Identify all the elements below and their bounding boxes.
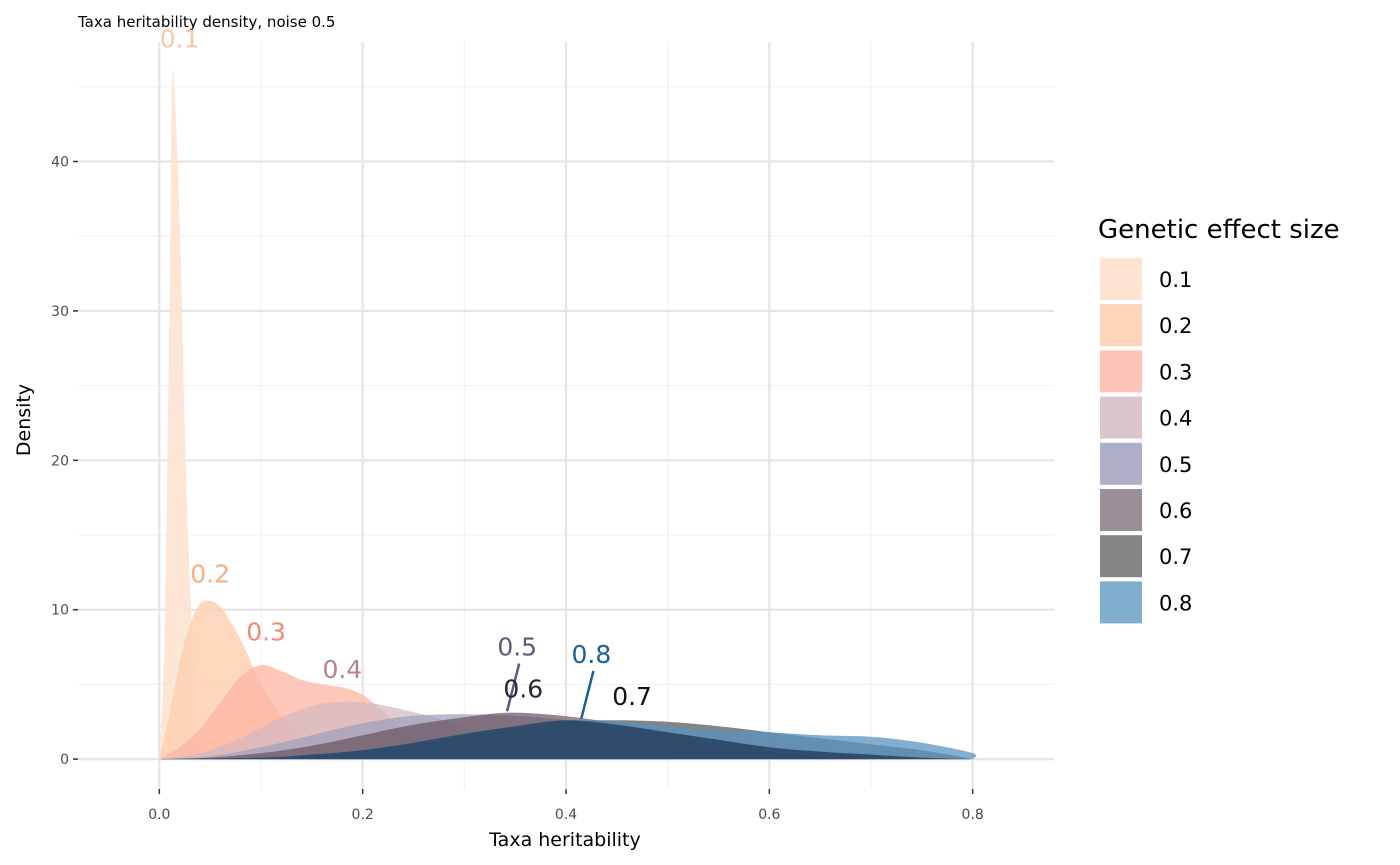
- y-tick-label: 20: [51, 453, 69, 469]
- series-label-0.5: 0.5: [497, 633, 537, 662]
- legend-swatch-0.8: [1100, 581, 1142, 624]
- legend-swatch-0.3: [1100, 350, 1142, 393]
- y-tick-label: 40: [51, 155, 69, 171]
- series-label-0.8: 0.8: [572, 640, 612, 669]
- legend-label-0.4: 0.4: [1159, 407, 1192, 431]
- legend-label-0.1: 0.1: [1159, 268, 1192, 292]
- series-label-0.6: 0.6: [503, 674, 543, 703]
- y-axis-ticks: 0 10 20 30 40: [51, 155, 78, 768]
- chart-title: Taxa heritability density, noise 0.5: [77, 13, 335, 31]
- label-leader-0.8: [580, 670, 595, 720]
- legend-label-0.3: 0.3: [1159, 360, 1192, 384]
- legend-swatch-0.5: [1100, 442, 1142, 485]
- series-label-0.4: 0.4: [322, 655, 362, 684]
- series-labels: 0.1 0.2 0.3 0.4 0.5 0.6 0.70.8: [160, 24, 652, 720]
- legend-swatch-0.2: [1100, 304, 1142, 347]
- x-axis-ticks: 0.0 0.2 0.4 0.6 0.8: [148, 789, 984, 823]
- legend-label-0.7: 0.7: [1159, 545, 1192, 569]
- x-tick-label: 0.2: [352, 807, 374, 823]
- y-tick-label: 0: [60, 752, 69, 768]
- legend: Genetic effect size 0.1 0.2 0.3 0.4 0.5 0.6 0.…: [1098, 215, 1340, 624]
- y-tick-label: 30: [51, 304, 69, 320]
- series-label-0.2: 0.2: [190, 559, 230, 588]
- series-label-0.3: 0.3: [246, 618, 286, 647]
- density-area-0.1: [159, 70, 221, 760]
- legend-label-0.2: 0.2: [1159, 314, 1192, 338]
- density-overlap-area: [159, 720, 977, 760]
- legend-title: Genetic effect size: [1098, 215, 1340, 245]
- series-label-0.1: 0.1: [160, 24, 200, 53]
- x-tick-label: 0.8: [962, 807, 984, 823]
- legend-swatch-0.6: [1100, 489, 1142, 531]
- density-areas: [159, 70, 977, 760]
- x-tick-label: 0.6: [758, 807, 780, 823]
- label-leader-0.5: [505, 663, 521, 712]
- legend-label-0.5: 0.5: [1159, 453, 1192, 477]
- legend-swatch-0.4: [1100, 396, 1142, 439]
- legend-swatch-0.7: [1100, 535, 1142, 578]
- legend-label-0.8: 0.8: [1159, 591, 1192, 615]
- y-axis-label: Density: [13, 384, 35, 456]
- x-tick-label: 0.0: [148, 807, 170, 823]
- grid: [78, 42, 1054, 789]
- x-axis-label: Taxa heritability: [488, 829, 641, 851]
- legend-swatch-0.1: [1100, 258, 1142, 300]
- legend-label-0.6: 0.6: [1159, 499, 1192, 523]
- y-tick-label: 10: [51, 603, 69, 619]
- x-tick-label: 0.4: [555, 807, 577, 823]
- series-label-0.7: 0.7: [612, 682, 652, 711]
